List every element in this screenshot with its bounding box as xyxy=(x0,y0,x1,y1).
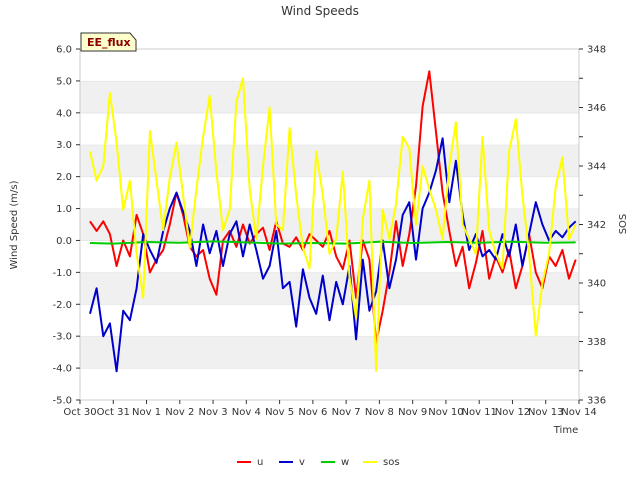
x-tick-label: Nov 14 xyxy=(561,407,596,418)
x-tick-label: Nov 3 xyxy=(199,407,228,418)
x-tick-label: Nov 12 xyxy=(495,407,530,418)
y-tick-label: 3.0 xyxy=(56,140,72,151)
x-tick-label: Nov 2 xyxy=(165,407,194,418)
y-tick-label: -5.0 xyxy=(52,396,72,407)
y-axis-label: Wind Speed (m/s) xyxy=(9,180,20,269)
y2-tick-label: 340 xyxy=(587,279,606,290)
series-line-v xyxy=(89,137,577,373)
y-tick-label: -2.0 xyxy=(52,300,72,311)
legend: u v w sos xyxy=(237,457,400,468)
legend-label-w: w xyxy=(341,457,349,468)
x-tick-label: Nov 4 xyxy=(232,407,261,418)
plot-series xyxy=(89,70,577,373)
series-line-sos xyxy=(89,77,577,372)
y-tick-label: 5.0 xyxy=(56,76,72,87)
badge-label: EE_flux xyxy=(87,36,131,49)
x-tick-label: Nov 13 xyxy=(528,407,563,418)
legend-label-v: v xyxy=(299,457,305,468)
y-tick-label: -4.0 xyxy=(52,364,72,375)
legend-label-u: u xyxy=(257,457,263,468)
y2-tick-label: 342 xyxy=(587,220,606,231)
y2-tick-label: 346 xyxy=(587,103,606,114)
y-tick-label: -1.0 xyxy=(52,268,72,279)
y-tick-label: 4.0 xyxy=(56,108,72,119)
x-axis: Oct 30 Oct 31 Nov 1 Nov 2 Nov 3 Nov 4 Nov 5 Nov… xyxy=(63,400,597,418)
chart-title: Wind Speeds xyxy=(281,4,359,18)
grid-band xyxy=(80,112,579,145)
grid-band xyxy=(80,144,579,177)
x-tick-label: Nov 9 xyxy=(398,407,427,418)
x-tick-label: Oct 31 xyxy=(97,407,130,418)
x-tick-label: Nov 6 xyxy=(298,407,327,418)
legend-label-sos: sos xyxy=(383,457,400,468)
y2-tick-label: 344 xyxy=(587,162,606,173)
y2-tick-label: 348 xyxy=(587,45,606,56)
y-axis-left: -5.0 -4.0 -3.0 -2.0 -1.0 0.0 1.0 2.0 3.0 4.0 5.0 6.… xyxy=(52,45,80,407)
y-tick-label: 2.0 xyxy=(56,172,72,183)
grid-band xyxy=(80,49,579,81)
y-tick-label: 0.0 xyxy=(56,236,72,247)
y2-axis-label: SOS xyxy=(618,214,629,235)
x-axis-label: Time xyxy=(553,425,578,436)
y-axis-right: 336 338 340 342 344 346 348 xyxy=(579,45,606,407)
x-tick-label: Nov 7 xyxy=(332,407,361,418)
y-tick-label: 1.0 xyxy=(56,204,72,215)
ee-flux-badge: EE_flux xyxy=(80,32,137,52)
grid-band xyxy=(80,80,579,113)
y-tick-label: -3.0 xyxy=(52,332,72,343)
grid-band xyxy=(80,272,579,305)
y-tick-label: 6.0 xyxy=(56,45,72,56)
x-tick-label: Nov 11 xyxy=(461,407,496,418)
y2-tick-label: 336 xyxy=(587,396,606,407)
x-tick-label: Nov 1 xyxy=(132,407,161,418)
x-tick-label: Nov 5 xyxy=(265,407,294,418)
grid-band xyxy=(80,368,579,400)
series-line-w xyxy=(89,240,576,245)
x-tick-label: Oct 30 xyxy=(63,407,96,418)
grid-band xyxy=(80,336,579,369)
grid-band xyxy=(80,176,579,209)
x-tick-label: Nov 10 xyxy=(428,407,463,418)
x-tick-label: Nov 8 xyxy=(365,407,394,418)
grid-bands xyxy=(80,48,579,400)
y2-tick-label: 338 xyxy=(587,337,606,348)
